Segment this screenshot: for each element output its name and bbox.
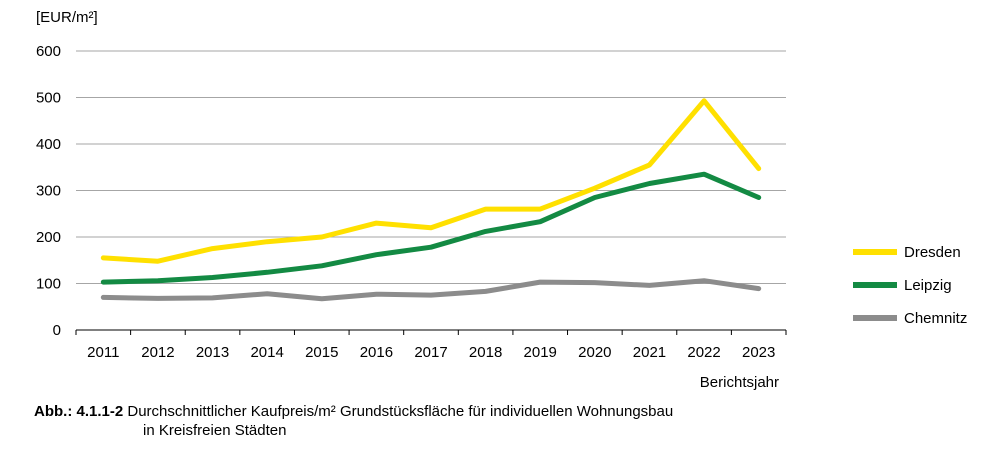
legend: Dresden Leipzig Chemnitz bbox=[853, 244, 967, 327]
y-tick-label: 0 bbox=[53, 322, 61, 339]
legend-label-leipzig: Leipzig bbox=[904, 277, 952, 294]
y-tick-label: 500 bbox=[36, 90, 61, 107]
x-tick-label: 2013 bbox=[196, 344, 229, 361]
y-tick-labels: 0 100 200 300 400 500 600 bbox=[36, 43, 61, 339]
x-tick-label: 2016 bbox=[360, 344, 393, 361]
legend-label-chemnitz: Chemnitz bbox=[904, 310, 967, 327]
x-tick-label: 2019 bbox=[524, 344, 557, 361]
figure-caption: Abb.: 4.1.1-2 Durchschnittlicher Kaufpre… bbox=[34, 402, 673, 440]
x-tick-label: 2011 bbox=[87, 344, 119, 361]
series-line-leipzig bbox=[100, 171, 762, 285]
x-tick-label: 2018 bbox=[469, 344, 502, 361]
y-tick-label: 300 bbox=[36, 183, 61, 200]
y-tick-label: 400 bbox=[36, 136, 61, 153]
series-lines bbox=[100, 98, 762, 302]
caption-prefix: Abb.: bbox=[34, 403, 73, 420]
y-tick-label: 600 bbox=[36, 43, 61, 60]
series-line-chemnitz bbox=[100, 278, 762, 302]
x-tick-label: 2015 bbox=[305, 344, 338, 361]
caption-line-1: Durchschnittlicher Kaufpreis/m² Grundstü… bbox=[127, 403, 674, 420]
x-tick-label: 2022 bbox=[687, 344, 720, 361]
y-axis-label: [EUR/m²] bbox=[36, 9, 98, 26]
x-tick-label: 2017 bbox=[414, 344, 447, 361]
x-tick-label: 2012 bbox=[141, 344, 174, 361]
x-tick-label: 2023 bbox=[742, 344, 775, 361]
x-tick-labels: 2011 2012 2013 2014 2015 2016 2017 2018 2019 2020… bbox=[75, 330, 787, 361]
caption-number: 4.1.1-2 bbox=[76, 403, 124, 420]
series-line-dresden bbox=[100, 98, 762, 264]
grid-lines bbox=[76, 50, 786, 331]
x-tick-label: 2021 bbox=[633, 344, 666, 361]
y-tick-label: 100 bbox=[36, 276, 61, 293]
x-tick-label: 2014 bbox=[250, 344, 283, 361]
x-axis-label: Berichtsjahr bbox=[700, 374, 779, 391]
caption-line-2: in Kreisfreien Städten bbox=[143, 422, 287, 439]
x-tick-label: 2020 bbox=[578, 344, 611, 361]
legend-label-dresden: Dresden bbox=[904, 244, 961, 261]
y-tick-label: 200 bbox=[36, 229, 61, 246]
